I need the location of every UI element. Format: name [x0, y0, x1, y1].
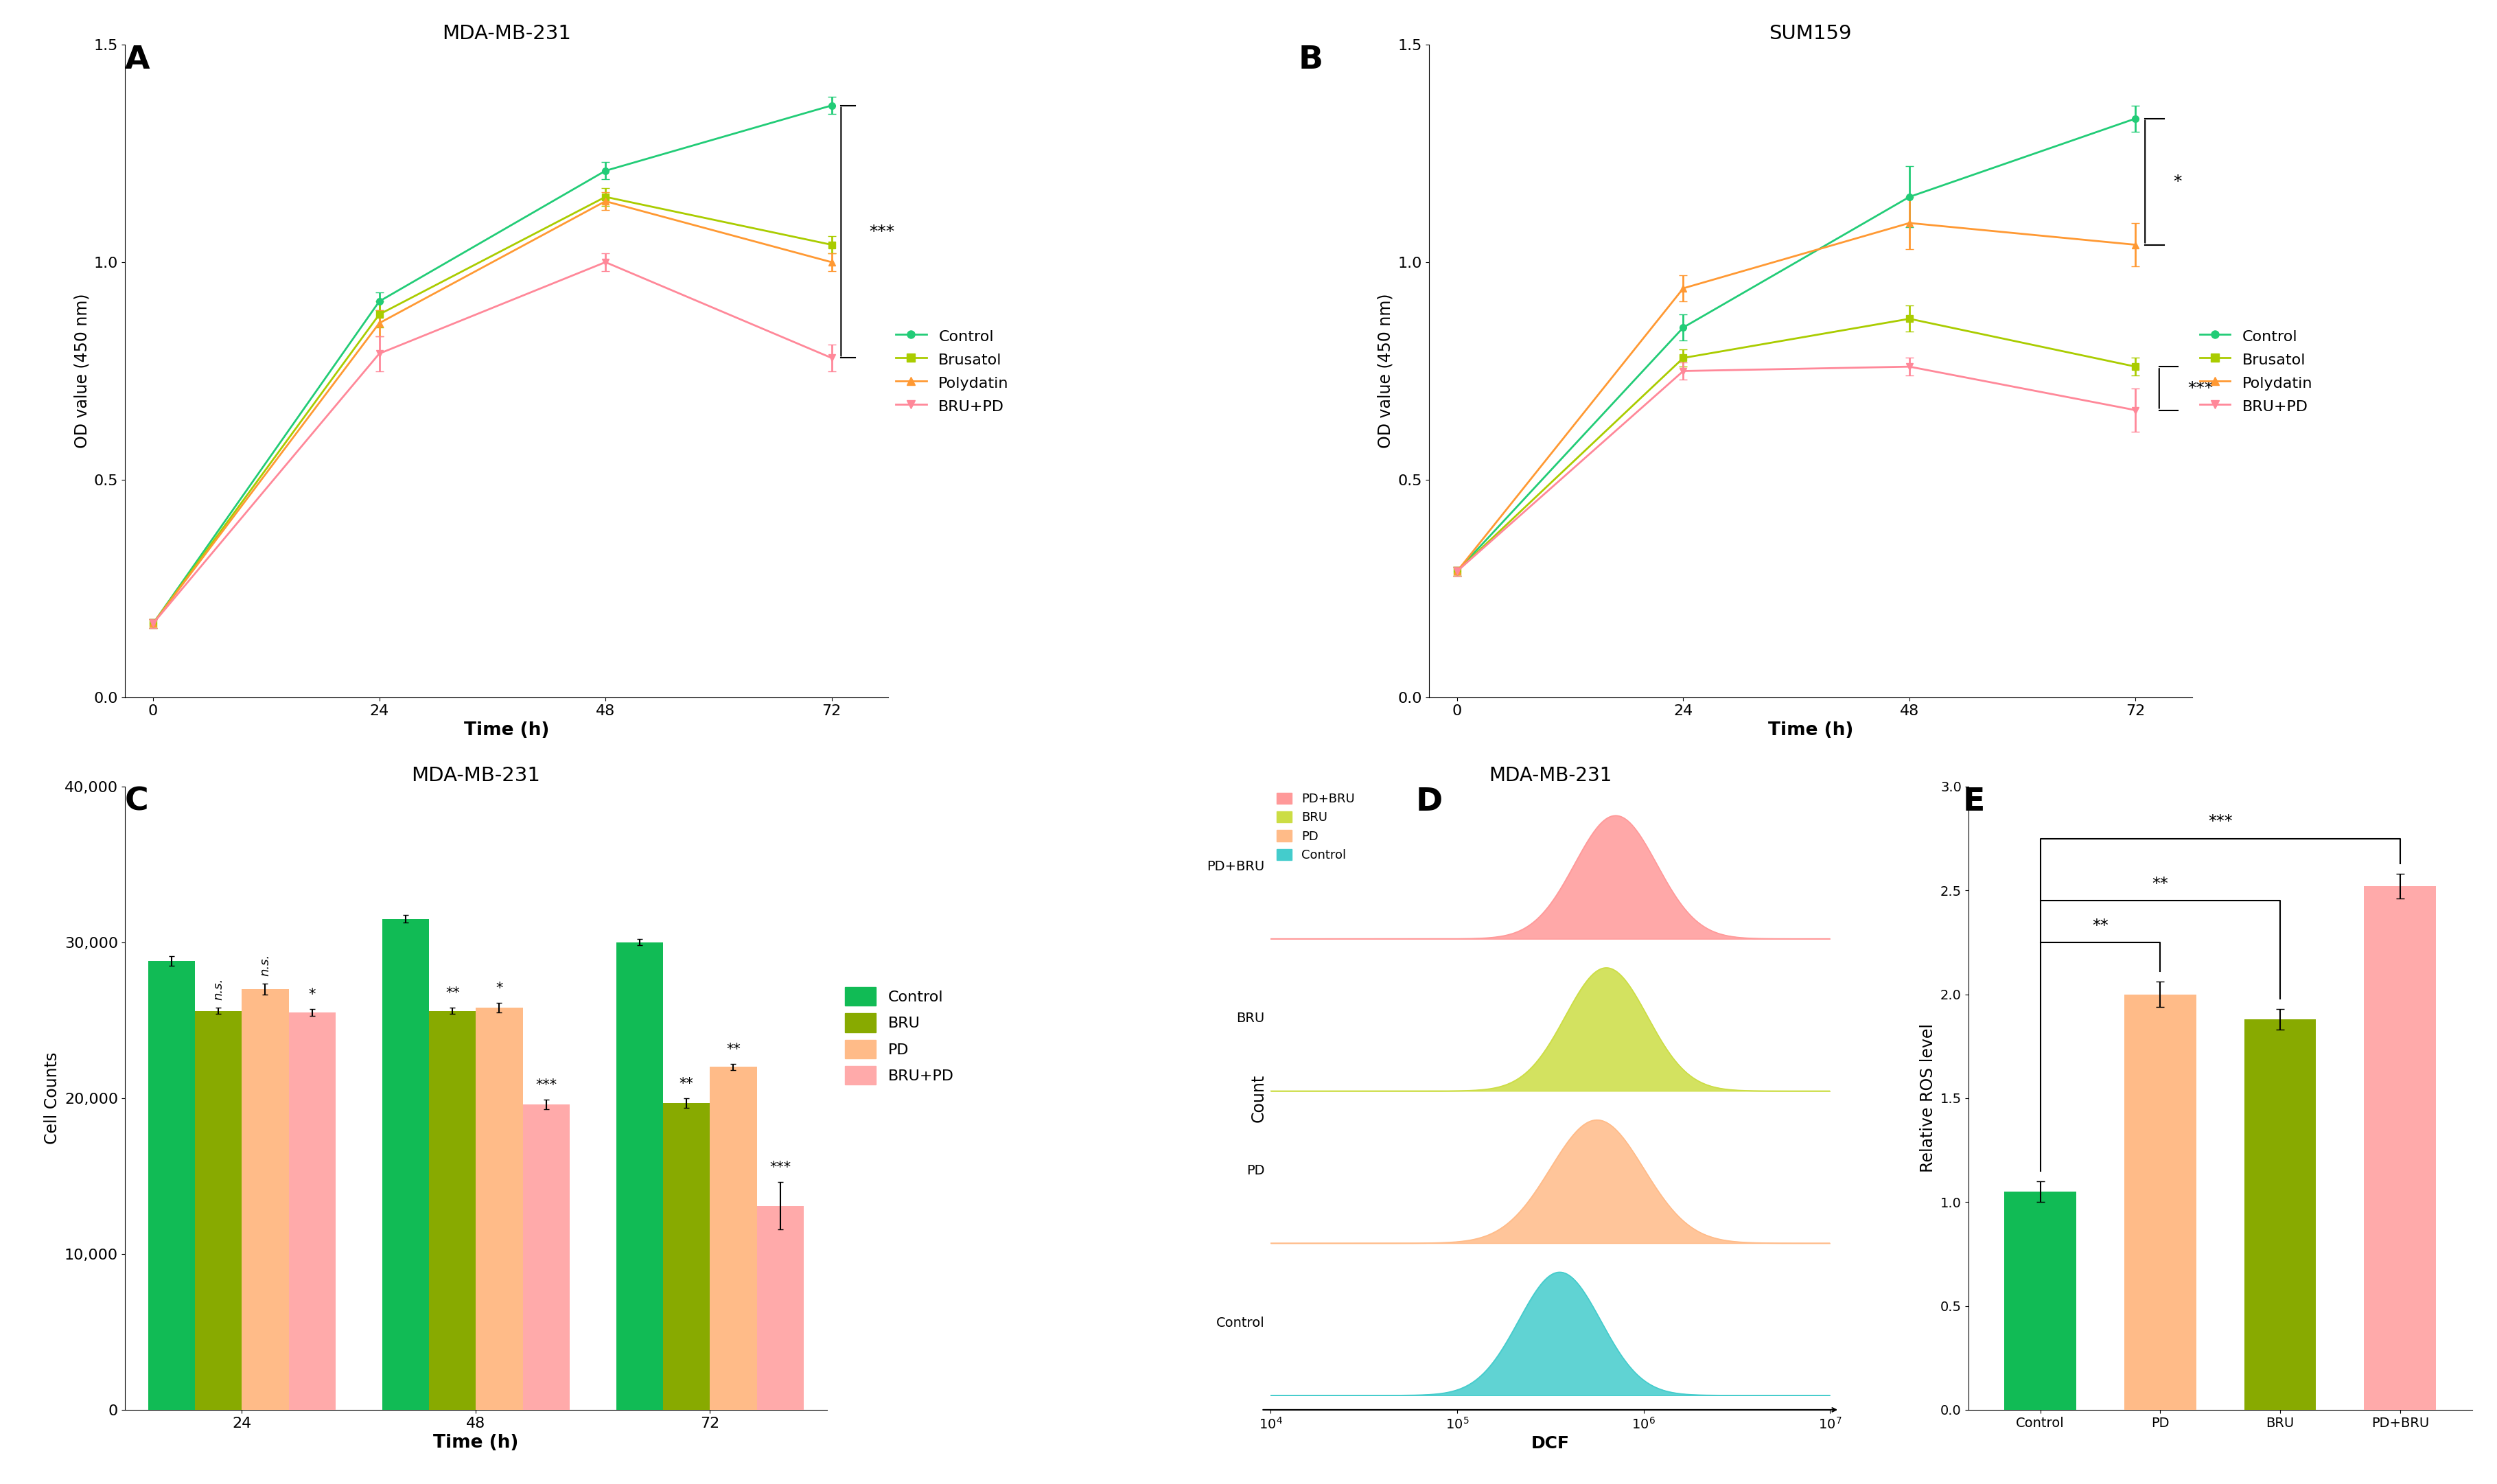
Text: PD+BRU: PD+BRU — [1206, 859, 1266, 873]
Legend: Control, BRU, PD, BRU+PD: Control, BRU, PD, BRU+PD — [844, 987, 954, 1085]
Text: *: * — [310, 988, 315, 1002]
Text: ***: *** — [534, 1079, 557, 1092]
Text: ***: *** — [769, 1160, 792, 1174]
Bar — [2365, 886, 2437, 1410]
Text: ***: *** — [2187, 380, 2212, 396]
X-axis label: DCF: DCF — [1531, 1435, 1571, 1451]
X-axis label: Time (h): Time (h) — [1768, 721, 1853, 739]
Text: **: ** — [679, 1076, 694, 1091]
Bar — [2245, 1020, 2317, 1410]
Bar — [522, 1104, 569, 1410]
Bar — [2125, 994, 2197, 1410]
Bar — [477, 1008, 522, 1410]
Text: **: ** — [444, 987, 459, 1000]
Y-axis label: OD value (450 nm): OD value (450 nm) — [1378, 294, 1393, 448]
Text: A: A — [125, 45, 150, 76]
Bar — [147, 962, 195, 1410]
Text: *: * — [2172, 174, 2182, 190]
Y-axis label: Relative ROS level: Relative ROS level — [1920, 1024, 1935, 1172]
Y-axis label: OD value (450 nm): OD value (450 nm) — [72, 294, 90, 448]
Text: Control: Control — [1216, 1316, 1266, 1330]
Text: **: ** — [2092, 917, 2107, 933]
Bar — [664, 1103, 709, 1410]
Text: ***: *** — [869, 224, 894, 240]
Bar — [429, 1011, 477, 1410]
Bar — [617, 942, 664, 1410]
Legend: PD+BRU, BRU, PD, Control: PD+BRU, BRU, PD, Control — [1276, 792, 1356, 861]
Legend: Control, Brusatol, Polydatin, BRU+PD: Control, Brusatol, Polydatin, BRU+PD — [2200, 328, 2312, 414]
Legend: Control, Brusatol, Polydatin, BRU+PD: Control, Brusatol, Polydatin, BRU+PD — [896, 328, 1009, 414]
Text: D: D — [1416, 787, 1443, 818]
Bar — [290, 1012, 335, 1410]
Bar — [757, 1205, 804, 1410]
Title: MDA-MB-231: MDA-MB-231 — [442, 24, 572, 43]
Text: **: ** — [2152, 876, 2167, 892]
Bar — [2005, 1192, 2075, 1410]
Text: ***: *** — [2207, 813, 2232, 830]
Bar — [382, 919, 429, 1410]
Text: *: * — [497, 981, 502, 996]
Text: **: ** — [727, 1042, 742, 1057]
X-axis label: Time (h): Time (h) — [432, 1434, 519, 1451]
Bar — [709, 1067, 757, 1410]
Text: n.s.: n.s. — [260, 954, 272, 976]
Title: MDA-MB-231: MDA-MB-231 — [1488, 766, 1613, 785]
Bar — [242, 988, 290, 1410]
Text: BRU: BRU — [1236, 1012, 1266, 1025]
Y-axis label: Cell Counts: Cell Counts — [45, 1052, 60, 1144]
Bar — [195, 1011, 242, 1410]
Text: B: B — [1298, 45, 1323, 76]
Text: PD: PD — [1246, 1163, 1266, 1177]
Text: E: E — [1963, 787, 1985, 818]
Title: SUM159: SUM159 — [1770, 24, 1853, 43]
Text: C: C — [125, 787, 150, 818]
Title: MDA-MB-231: MDA-MB-231 — [412, 766, 539, 785]
X-axis label: Time (h): Time (h) — [464, 721, 549, 739]
Y-axis label: Count: Count — [1251, 1074, 1266, 1122]
Text: n.s.: n.s. — [212, 978, 225, 1000]
